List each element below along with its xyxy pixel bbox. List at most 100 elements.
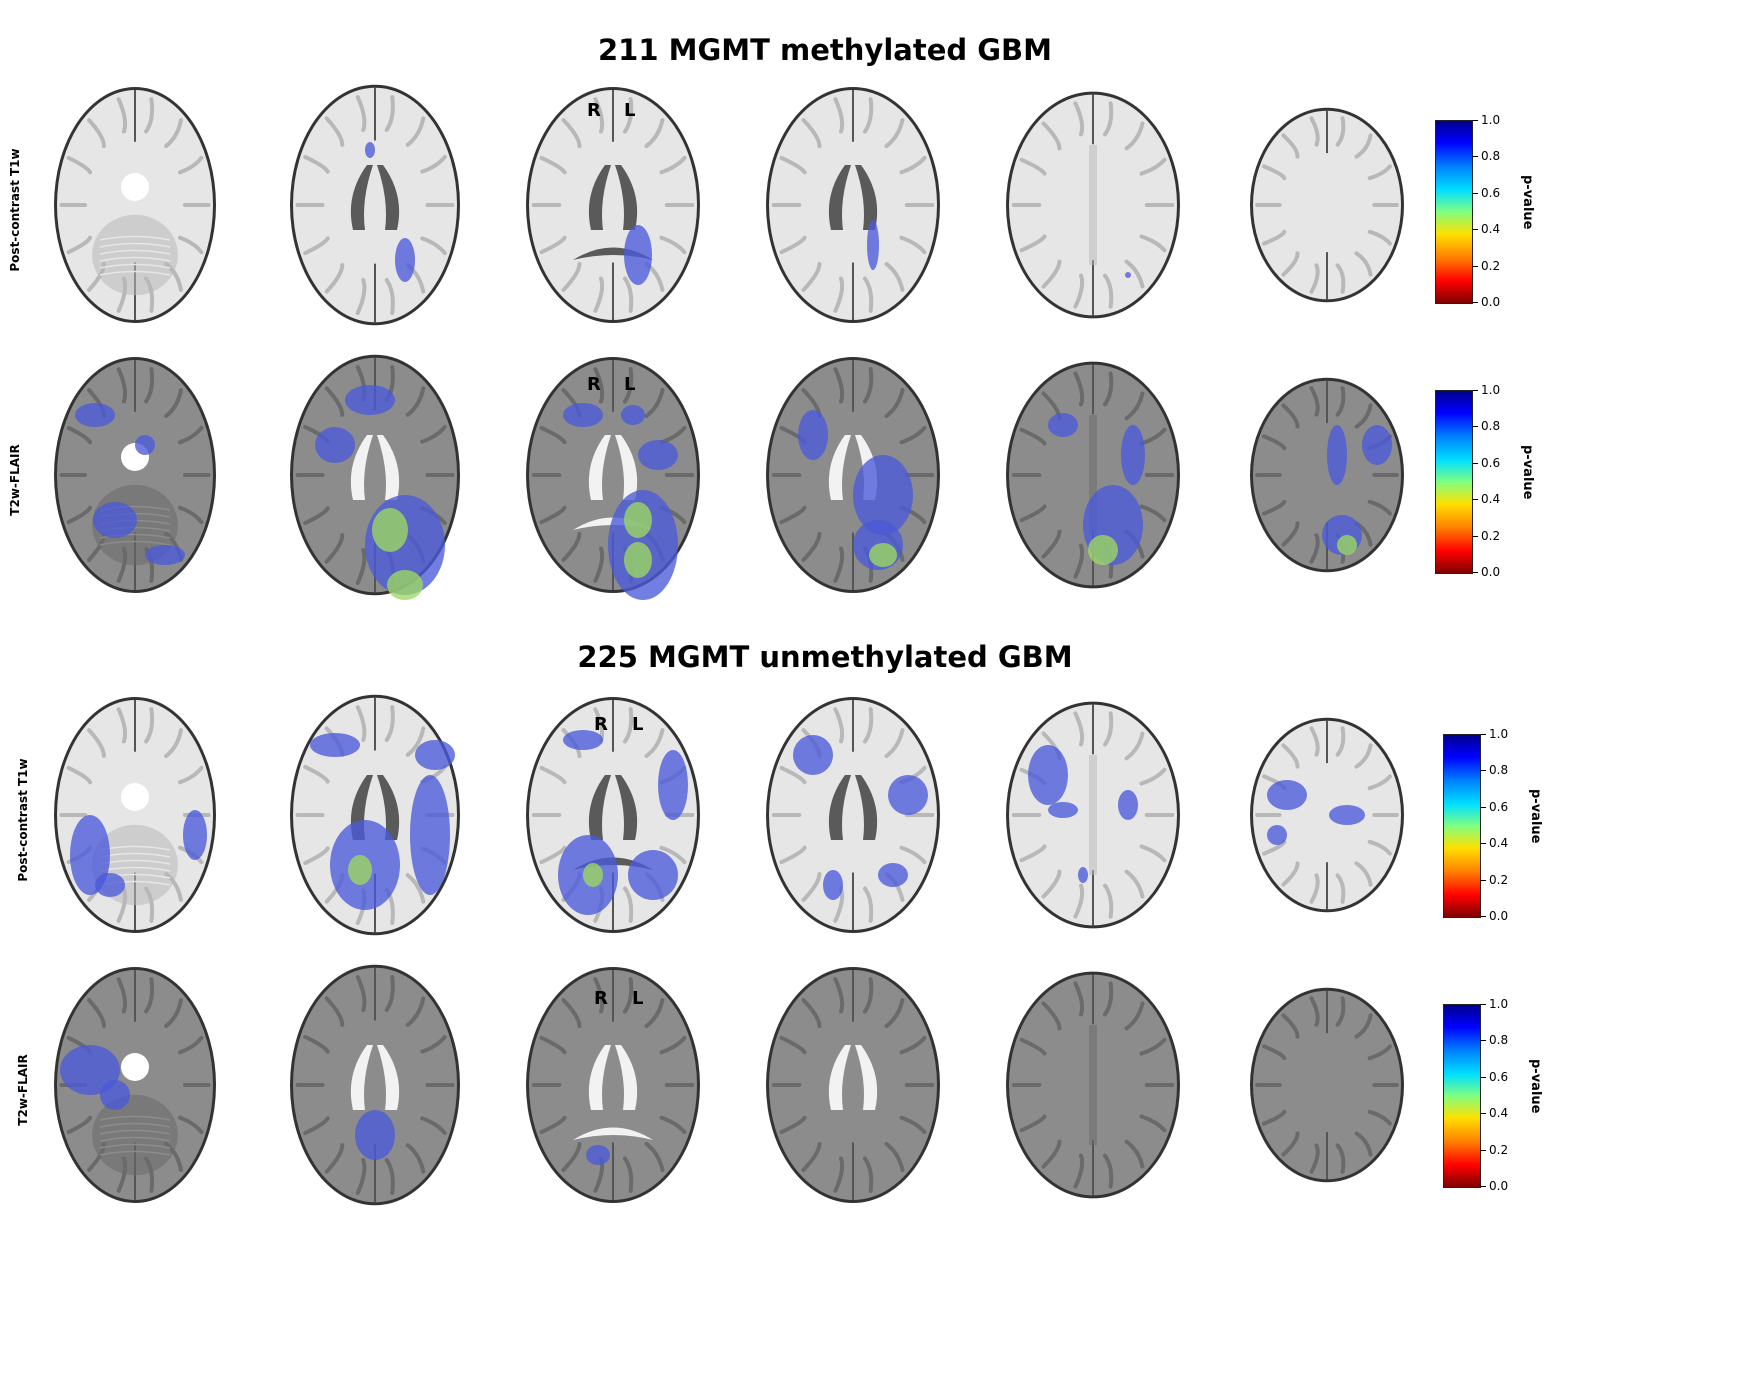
colorbar xyxy=(1443,1004,1481,1188)
overlay-region xyxy=(658,750,688,820)
overlay-region xyxy=(410,775,450,895)
brain-slice-image xyxy=(54,967,216,1203)
colorbar-tick-label: 0.4 xyxy=(1481,222,1501,237)
overlay-region xyxy=(563,730,603,750)
colorbar xyxy=(1435,120,1473,304)
colorbar-tick-mark xyxy=(1473,265,1478,267)
colorbar-tick-mark xyxy=(1481,806,1486,808)
overlay-region xyxy=(183,810,207,860)
colorbar-tick-label: 0.8 xyxy=(1489,763,1509,778)
overlay-region xyxy=(586,1145,610,1165)
section-title-methylated: 211 MGMT methylated GBM xyxy=(598,33,1052,67)
brain-slice-image xyxy=(766,87,940,323)
colorbar-tick-mark xyxy=(1481,843,1486,845)
overlay-region xyxy=(1125,272,1131,278)
colorbar-tick-mark xyxy=(1473,192,1478,194)
colorbar-tick-label: 0.6 xyxy=(1481,455,1501,470)
brain-slice-image xyxy=(526,967,700,1203)
overlay-region xyxy=(1121,425,1145,485)
brain-slice-image xyxy=(1006,361,1180,589)
overlay-region xyxy=(583,863,603,887)
brain-slice-image xyxy=(54,87,216,323)
overlay-region xyxy=(310,733,360,757)
colorbar-tick-label: 1.0 xyxy=(1481,113,1501,127)
overlay-region xyxy=(621,405,645,425)
colorbar-tick-label: 0.8 xyxy=(1481,419,1501,434)
colorbar-title: p-value xyxy=(1528,789,1543,844)
overlay-region xyxy=(1267,780,1307,810)
overlay-region xyxy=(355,1110,395,1160)
colorbar-tick-mark xyxy=(1481,1186,1486,1187)
colorbar-tick-mark xyxy=(1473,120,1478,121)
colorbar-tick-mark xyxy=(1473,156,1478,158)
colorbar-title: p-value xyxy=(1520,445,1535,500)
colorbar-tick-label: 0.4 xyxy=(1481,492,1501,507)
overlay-region xyxy=(1048,413,1078,437)
overlay-region xyxy=(395,238,415,282)
overlay-region xyxy=(95,873,125,897)
brain-slice-image xyxy=(766,967,940,1203)
brain-slice-image xyxy=(766,697,940,933)
brain-slice-image xyxy=(290,694,460,936)
overlay-region xyxy=(1118,790,1138,820)
overlay-region xyxy=(365,142,375,158)
overlay-region xyxy=(145,545,185,565)
colorbar-tick-label: 0.0 xyxy=(1489,909,1509,923)
overlay-region xyxy=(1078,867,1088,883)
colorbar-tick-label: 0.8 xyxy=(1481,149,1501,164)
overlay-region xyxy=(624,502,652,538)
orientation-right-marker: R xyxy=(587,100,601,121)
orientation-left-marker: L xyxy=(624,374,636,395)
brain-slice-image xyxy=(290,354,460,600)
overlay-region xyxy=(75,403,115,427)
overlay-region xyxy=(638,440,678,470)
colorbar-tick-mark xyxy=(1481,770,1486,772)
overlay-region xyxy=(1088,535,1118,565)
overlay-region xyxy=(1327,425,1347,485)
overlay-region xyxy=(853,455,913,535)
colorbar-title: p-value xyxy=(1528,1059,1543,1114)
overlay-region xyxy=(70,815,110,895)
brain-slice-image xyxy=(1250,107,1404,303)
overlay-region xyxy=(1048,802,1078,818)
colorbar-tick-mark xyxy=(1473,462,1478,464)
orientation-left-marker: L xyxy=(632,714,644,735)
colorbar-tick-label: 0.2 xyxy=(1481,258,1501,273)
colorbar xyxy=(1443,734,1481,918)
overlay-region xyxy=(1362,425,1392,465)
colorbar-tick-mark xyxy=(1481,734,1486,735)
colorbar-tick-label: 0.4 xyxy=(1489,836,1509,851)
overlay-region xyxy=(387,570,423,600)
overlay-region xyxy=(823,870,843,900)
overlay-region xyxy=(372,508,408,552)
brain-slice-image xyxy=(766,357,940,593)
overlay-region xyxy=(348,855,372,885)
colorbar-tick-mark xyxy=(1473,499,1478,501)
overlay-region xyxy=(888,775,928,815)
overlay-region xyxy=(100,1080,130,1110)
brain-slice-image xyxy=(1006,971,1180,1199)
overlay-region xyxy=(563,403,603,427)
brain-slice-image xyxy=(290,964,460,1206)
colorbar xyxy=(1435,390,1473,574)
colorbar-tick-label: 0.0 xyxy=(1481,565,1501,579)
brain-slice-image xyxy=(54,357,216,593)
overlay-region xyxy=(798,410,828,460)
orientation-right-marker: R xyxy=(594,714,608,735)
brain-slice-image xyxy=(54,697,216,933)
orientation-right-marker: R xyxy=(594,988,608,1009)
colorbar-tick-mark xyxy=(1473,390,1478,391)
colorbar-tick-mark xyxy=(1473,535,1478,537)
colorbar-tick-mark xyxy=(1481,1149,1486,1151)
colorbar-tick-mark xyxy=(1481,1040,1486,1042)
colorbar-tick-mark xyxy=(1481,1113,1486,1115)
brain-slice-image xyxy=(1250,717,1404,913)
overlay-region xyxy=(867,220,879,270)
overlay-region xyxy=(315,427,355,463)
colorbar-tick-label: 0.2 xyxy=(1489,1142,1509,1157)
overlay-region xyxy=(1267,825,1287,845)
overlay-region xyxy=(878,863,908,887)
orientation-right-marker: R xyxy=(587,374,601,395)
brain-slice-image xyxy=(1006,701,1180,929)
colorbar-tick-label: 0.0 xyxy=(1489,1179,1509,1193)
